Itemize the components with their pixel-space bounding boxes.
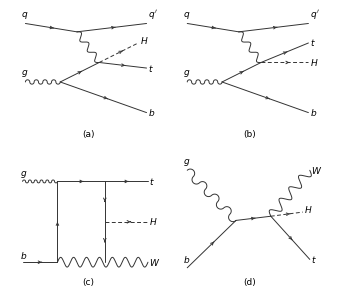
Text: $q'$: $q'$ [310,8,319,21]
Text: $b$: $b$ [148,107,155,118]
Text: $t$: $t$ [148,63,154,74]
Text: $H$: $H$ [149,216,158,227]
Text: $H$: $H$ [140,35,148,46]
Text: $H$: $H$ [304,204,313,215]
Text: (a): (a) [82,130,94,139]
Text: $H$: $H$ [310,57,318,68]
Text: $t$: $t$ [311,254,317,265]
Text: $W$: $W$ [311,165,322,176]
Text: $q$: $q$ [21,10,29,21]
Text: $q$: $q$ [183,10,190,21]
Text: $g$: $g$ [21,68,29,79]
Text: $b$: $b$ [310,107,317,118]
Text: (d): (d) [244,278,256,287]
Text: $g$: $g$ [183,68,190,79]
Text: $W$: $W$ [149,257,161,268]
Text: (b): (b) [244,130,256,139]
Text: $q'$: $q'$ [148,8,158,21]
Text: $b$: $b$ [20,250,27,261]
Text: $t$: $t$ [310,37,316,48]
Text: $b$: $b$ [183,254,190,265]
Text: (c): (c) [82,278,94,287]
Text: $t$: $t$ [149,176,155,187]
Text: $g$: $g$ [183,157,190,168]
Text: $g$: $g$ [20,169,27,180]
